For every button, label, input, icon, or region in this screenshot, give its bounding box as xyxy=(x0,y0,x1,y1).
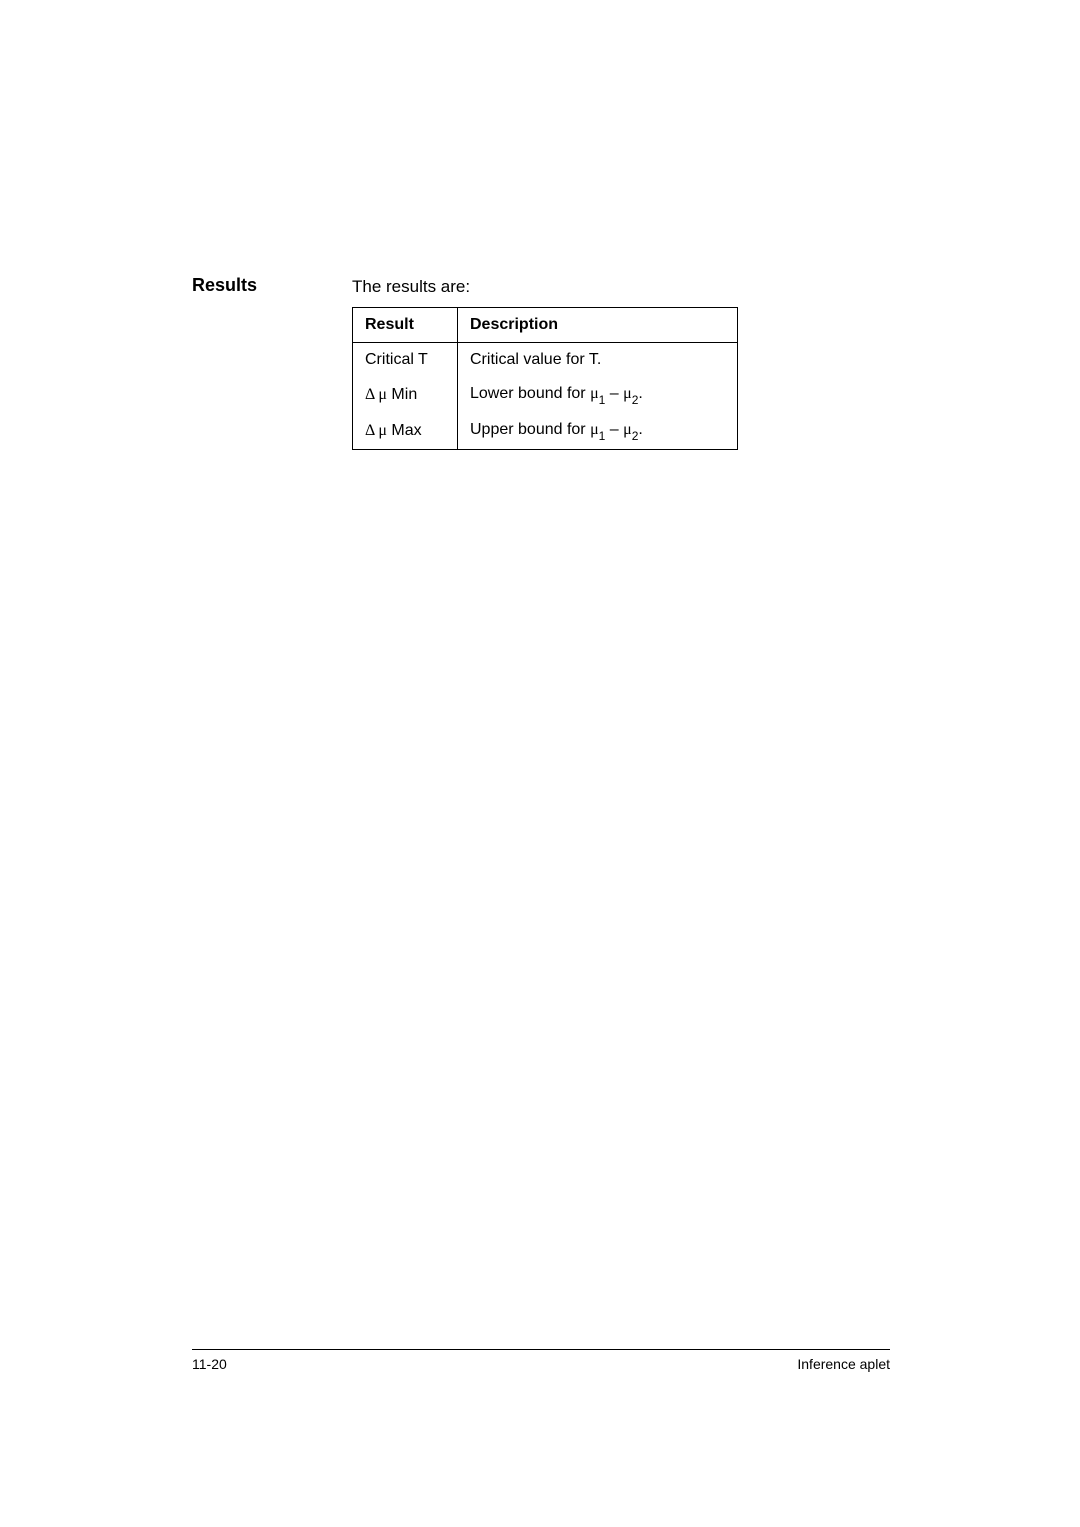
intro-text: The results are: xyxy=(352,277,470,297)
table-row: Critical T Critical value for T. xyxy=(353,343,738,378)
page-number: 11-20 xyxy=(192,1356,227,1372)
page-footer: 11-20 Inference aplet xyxy=(192,1349,890,1372)
footer-divider xyxy=(192,1349,890,1350)
result-cell: Critical T xyxy=(353,343,458,378)
result-cell: Δ μ Max xyxy=(353,413,458,450)
result-cell: Δ μ Min xyxy=(353,377,458,413)
table-row: Δ μ Max Upper bound for μ1 – μ2. xyxy=(353,413,738,450)
footer-title: Inference aplet xyxy=(797,1356,890,1372)
description-cell: Critical value for T. xyxy=(458,343,738,378)
description-cell: Lower bound for μ1 – μ2. xyxy=(458,377,738,413)
table-header-row: Result Description xyxy=(353,308,738,343)
description-cell: Upper bound for μ1 – μ2. xyxy=(458,413,738,450)
header-result: Result xyxy=(353,308,458,343)
section-heading: Results xyxy=(192,275,257,296)
results-table: Result Description Critical T Critical v… xyxy=(352,307,738,450)
header-description: Description xyxy=(458,308,738,343)
table-row: Δ μ Min Lower bound for μ1 – μ2. xyxy=(353,377,738,413)
